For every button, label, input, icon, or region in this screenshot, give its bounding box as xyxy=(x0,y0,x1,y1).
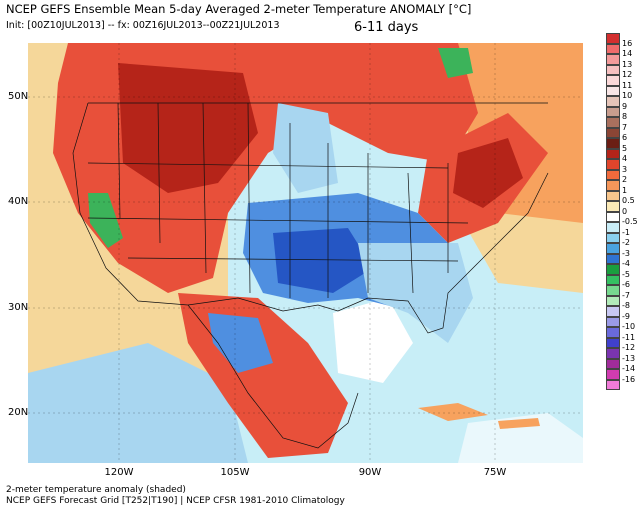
colorbar-label: -3 xyxy=(622,248,630,258)
temperature-anomaly-map xyxy=(28,43,583,463)
colorbar-label: 6 xyxy=(622,133,628,142)
lat-label-30n: 30N xyxy=(8,302,29,313)
colorbar-cell xyxy=(606,127,620,138)
colorbar-label: -4 xyxy=(622,259,630,268)
lon-label-75w: 75W xyxy=(483,467,507,478)
central-cold-core xyxy=(273,228,373,293)
colorbar-cell xyxy=(606,85,620,96)
colorbar-cell xyxy=(606,64,620,75)
colorbar-label: 9 xyxy=(622,101,628,111)
california-green-patch xyxy=(88,193,123,248)
colorbar-label: 13 xyxy=(622,59,633,69)
colorbar-cell xyxy=(606,337,620,348)
colorbar-label: -9 xyxy=(622,311,630,321)
colorbar xyxy=(606,33,620,390)
graticule xyxy=(28,43,583,463)
colorbar-label: 10 xyxy=(622,91,633,100)
forecast-range-label: 6-11 days xyxy=(354,20,419,35)
pacific-cool-patch xyxy=(28,343,248,463)
northwest-very-hot-core xyxy=(118,63,258,193)
colorbar-label: -10 xyxy=(622,322,636,331)
colorbar-cell xyxy=(606,274,620,285)
colorbar-cell xyxy=(606,106,620,117)
colorbar-cell xyxy=(606,316,620,327)
footer-source-note: NCEP GEFS Forecast Grid [T252|T190] | NC… xyxy=(6,496,345,506)
colorbar-label: -14 xyxy=(622,364,636,373)
colorbar-label: -7 xyxy=(622,290,630,300)
canada-cool-patch xyxy=(273,103,338,193)
colorbar-cell xyxy=(606,211,620,222)
lon-label-105w: 105W xyxy=(220,467,250,478)
colorbar-cell xyxy=(606,358,620,369)
colorbar-label: -11 xyxy=(622,332,636,342)
gulf-white-patch xyxy=(333,298,413,383)
borders xyxy=(72,102,549,449)
colorbar-label: 5 xyxy=(622,143,628,153)
colorbar-label: 12 xyxy=(622,70,633,79)
lat-label-20n: 20N xyxy=(8,407,29,418)
colorbar-cell xyxy=(606,33,620,44)
colorbar-label: 8 xyxy=(622,112,628,121)
colorbar-label: -6 xyxy=(622,280,630,289)
colorbar-cell xyxy=(606,243,620,254)
colorbar-label: 4 xyxy=(622,154,628,163)
colorbar-label: 0.5 xyxy=(622,196,635,205)
colorbar-cell xyxy=(606,75,620,86)
colorbar-cell xyxy=(606,54,620,65)
colorbar-cell xyxy=(606,180,620,191)
colorbar-cell xyxy=(606,169,620,180)
colorbar-cell xyxy=(606,43,620,54)
colorbar-cell xyxy=(606,159,620,170)
colorbar-label: -12 xyxy=(622,343,636,352)
colorbar-label: 1 xyxy=(622,185,628,195)
colorbar-label: 14 xyxy=(622,49,633,58)
colorbar-label: -8 xyxy=(622,301,630,310)
colorbar-cell xyxy=(606,348,620,359)
lon-label-120w: 120W xyxy=(104,467,134,478)
colorbar-cell xyxy=(606,306,620,317)
colorbar-label: 3 xyxy=(622,164,628,174)
caribbean-islands xyxy=(418,403,540,429)
mexico-cool-patch xyxy=(208,313,273,373)
colorbar-label: 2 xyxy=(622,175,628,184)
colorbar-cell xyxy=(606,264,620,275)
colorbar-cell xyxy=(606,232,620,243)
caribbean-white-patch xyxy=(458,413,583,463)
footer-shading-note: 2-meter temperature anomaly (shaded) xyxy=(6,485,186,495)
colorbar-label: -13 xyxy=(622,353,636,363)
labrador-green-patch xyxy=(438,48,473,78)
colorbar-cell xyxy=(606,201,620,212)
northeast-very-hot-core xyxy=(453,138,523,208)
colorbar-cell xyxy=(606,327,620,338)
colorbar-label: -16 xyxy=(622,374,636,384)
colorbar-label: 0 xyxy=(622,206,628,216)
colorbar-label: 7 xyxy=(622,122,628,132)
colorbar-cell xyxy=(606,96,620,107)
colorbar-cell xyxy=(606,190,620,201)
colorbar-label: 16 xyxy=(622,38,633,48)
colorbar-label: -0.5 xyxy=(622,217,638,226)
lon-label-90w: 90W xyxy=(358,467,382,478)
colorbar-label: -5 xyxy=(622,269,630,279)
colorbar-label: -2 xyxy=(622,238,630,247)
colorbar-label: 11 xyxy=(622,80,633,90)
colorbar-cell xyxy=(606,138,620,149)
map-title: NCEP GEFS Ensemble Mean 5-day Averaged 2… xyxy=(6,2,472,16)
colorbar-cell xyxy=(606,148,620,159)
init-forecast-label: Init: [00Z10JUL2013] -- fx: 00Z16JUL2013… xyxy=(6,20,280,31)
colorbar-cell xyxy=(606,222,620,233)
colorbar-cell xyxy=(606,295,620,306)
colorbar-cell xyxy=(606,369,620,380)
colorbar-cell xyxy=(606,285,620,296)
colorbar-cell xyxy=(606,117,620,128)
lat-label-40n: 40N xyxy=(8,196,29,207)
lat-label-50n: 50N xyxy=(8,91,29,102)
colorbar-cell xyxy=(606,253,620,264)
colorbar-label: -1 xyxy=(622,227,630,237)
colorbar-cell xyxy=(606,379,620,390)
